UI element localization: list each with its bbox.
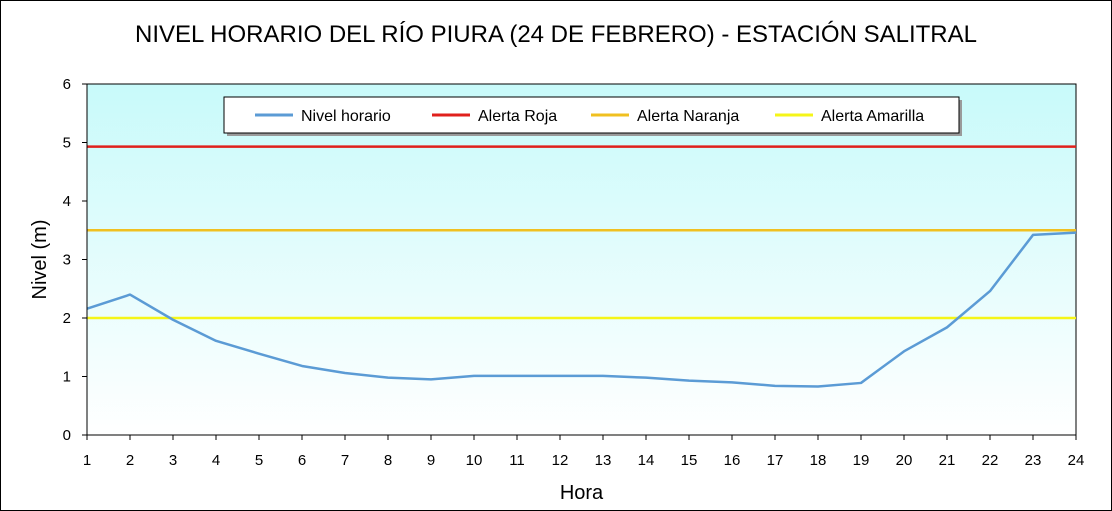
y-tick-label: 1: [63, 369, 71, 386]
x-tick-label: 7: [341, 452, 349, 469]
y-tick-label: 6: [63, 76, 71, 93]
x-tick-label: 23: [1025, 452, 1042, 469]
x-tick-label: 3: [169, 452, 177, 469]
x-tick-label: 17: [767, 452, 784, 469]
legend-label: Nivel horario: [301, 108, 391, 125]
x-tick-label: 6: [298, 452, 306, 469]
legend-label: Alerta Roja: [478, 108, 557, 125]
series-line-nivel-horario: [86, 231, 1077, 388]
x-tick-label: 18: [810, 452, 827, 469]
x-tick-label: 19: [853, 452, 870, 469]
x-tick-label: 15: [681, 452, 698, 469]
x-tick-label: 11: [509, 452, 525, 469]
x-tick-label: 1: [83, 452, 91, 469]
x-tick-label: 8: [384, 452, 392, 469]
x-tick-label: 10: [466, 452, 483, 469]
x-tick-label: 14: [638, 452, 655, 469]
x-tick-label: 20: [896, 452, 913, 469]
y-axis-title: Nivel (m): [29, 220, 51, 300]
x-tick-label: 2: [126, 452, 134, 469]
y-tick-label: 0: [63, 427, 71, 444]
plot-area: [86, 83, 1077, 436]
y-tick-label: 4: [63, 193, 71, 210]
y-tick-label: 5: [63, 135, 71, 152]
y-tick-label: 3: [63, 252, 71, 269]
tick-labels: 1 2 3 4 5 6 7 8 9 10 11 12 13 14 15 16 17 18 19 20 21 22 23 240…: [63, 76, 1085, 469]
x-tick-label: 24: [1068, 452, 1085, 469]
chart-title: NIVEL HORARIO DEL RÍO PIURA (24 DE FEBRE…: [135, 21, 977, 48]
x-tick-label: 13: [595, 452, 612, 469]
legend: Nivel horario Alerta Roja Alerta Naranja Al…: [223, 96, 962, 136]
x-tick-label: 5: [255, 452, 263, 469]
axes: [82, 83, 1077, 440]
x-tick-label: 22: [982, 452, 999, 469]
x-tick-label: 12: [552, 452, 569, 469]
series-layer: [86, 145, 1077, 388]
x-tick-label: 4: [212, 452, 220, 469]
x-tick-label: 16: [724, 452, 741, 469]
legend-label: Alerta Naranja: [637, 108, 739, 125]
x-tick-label: 9: [427, 452, 435, 469]
x-tick-label: 21: [939, 452, 956, 469]
y-tick-label: 2: [63, 310, 71, 327]
legend-label: Alerta Amarilla: [821, 108, 924, 125]
x-axis-title: Hora: [560, 482, 604, 504]
